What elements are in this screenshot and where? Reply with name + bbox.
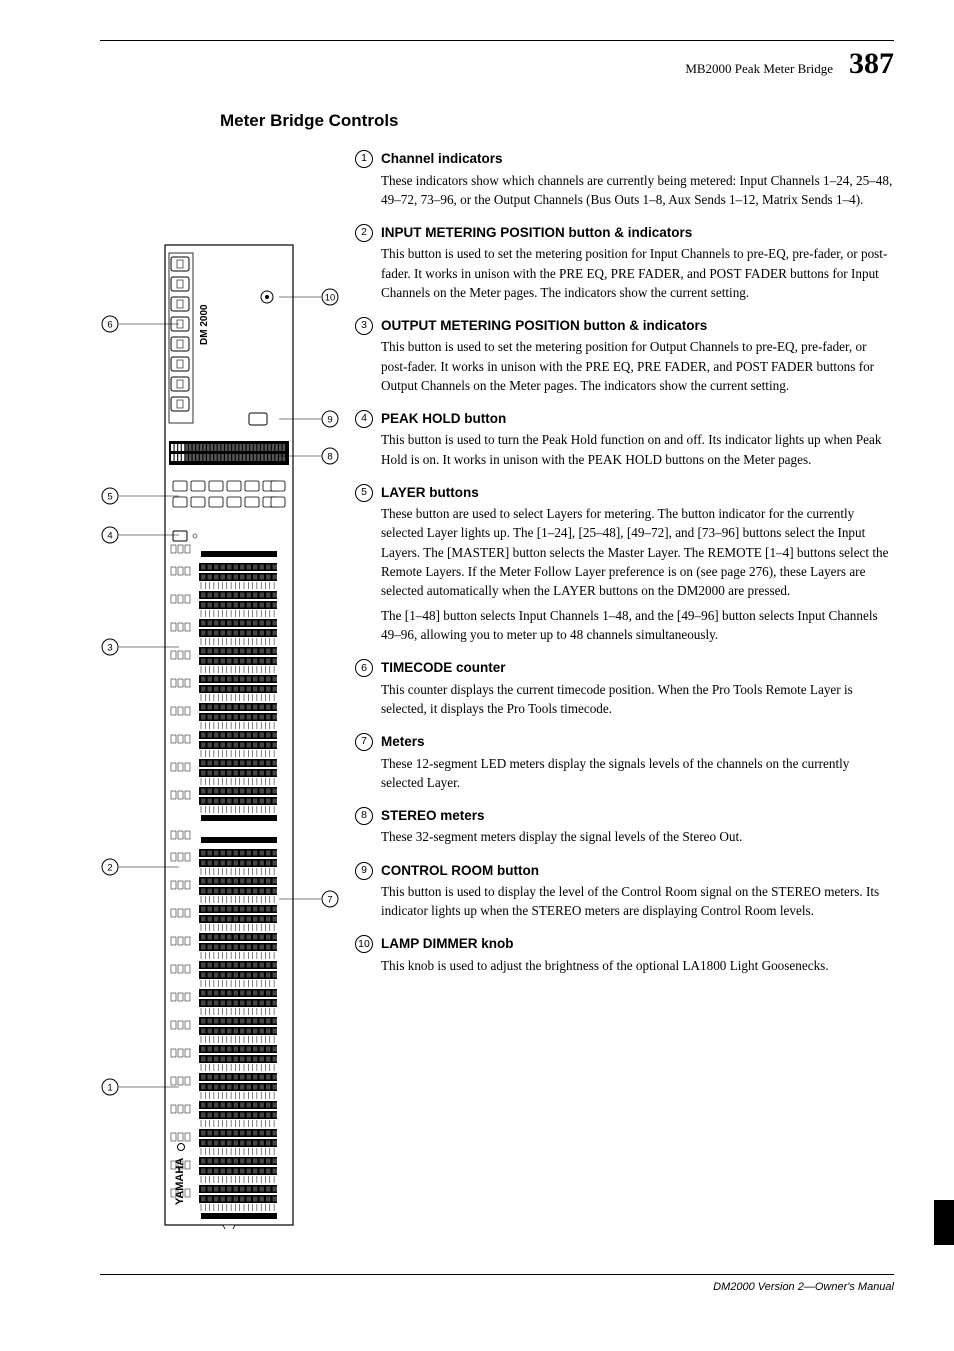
item-body-10: LAMP DIMMER knob This knob is used to adj… bbox=[381, 934, 894, 981]
page-header: MB2000 Peak Meter Bridge 387 bbox=[100, 47, 894, 81]
item-8: 8 STEREO metersThese 32-segment meters di… bbox=[355, 806, 894, 853]
item-title-8: STEREO meters bbox=[381, 806, 894, 826]
item-desc-4-0: This button is used to turn the Peak Hol… bbox=[381, 430, 894, 468]
item-title-1: Channel indicators bbox=[381, 149, 894, 169]
item-title-6: TIMECODE counter bbox=[381, 658, 894, 678]
item-desc-2-0: This button is used to set the metering … bbox=[381, 244, 894, 301]
item-desc-5-1: The [1–48] button selects Input Channels… bbox=[381, 606, 894, 644]
item-desc-10-0: This knob is used to adjust the brightne… bbox=[381, 956, 894, 975]
item-body-9: CONTROL ROOM buttonThis button is used t… bbox=[381, 861, 894, 927]
item-number-7: 7 bbox=[355, 733, 373, 751]
item-body-8: STEREO metersThese 32-segment meters dis… bbox=[381, 806, 894, 853]
item-body-4: PEAK HOLD buttonThis button is used to t… bbox=[381, 409, 894, 475]
item-number-10: 10 bbox=[355, 935, 373, 953]
svg-text:2: 2 bbox=[107, 863, 112, 874]
page-footer: DM2000 Version 2—Owner's Manual bbox=[100, 1274, 894, 1293]
item-number-3: 3 bbox=[355, 317, 373, 335]
item-number-2: 2 bbox=[355, 224, 373, 242]
item-title-9: CONTROL ROOM button bbox=[381, 861, 894, 881]
item-7: 7 MetersThese 12-segment LED meters displ… bbox=[355, 732, 894, 798]
item-desc-8-0: These 32-segment meters display the sign… bbox=[381, 827, 894, 846]
item-number-6: 6 bbox=[355, 659, 373, 677]
item-9: 9 CONTROL ROOM buttonThis button is used … bbox=[355, 861, 894, 927]
header-section-name: MB2000 Peak Meter Bridge bbox=[685, 61, 833, 77]
item-6: 6 TIMECODE counterThis counter displays t… bbox=[355, 658, 894, 724]
item-number-1: 1 bbox=[355, 150, 373, 168]
item-title-3: OUTPUT METERING POSITION button & indica… bbox=[381, 316, 894, 336]
item-number-8: 8 bbox=[355, 807, 373, 825]
svg-text:9: 9 bbox=[327, 415, 332, 426]
svg-text:4: 4 bbox=[107, 531, 112, 542]
item-title-4: PEAK HOLD button bbox=[381, 409, 894, 429]
svg-text:1: 1 bbox=[107, 1083, 112, 1094]
svg-text:10: 10 bbox=[325, 293, 336, 304]
svg-text:6: 6 bbox=[107, 320, 112, 331]
item-body-7: MetersThese 12-segment LED meters displa… bbox=[381, 732, 894, 798]
item-3: 3 OUTPUT METERING POSITION button & indic… bbox=[355, 316, 894, 401]
side-tab-marker bbox=[934, 1200, 954, 1245]
item-desc-9-0: This button is used to display the level… bbox=[381, 882, 894, 920]
item-desc-7-0: These 12-segment LED meters display the … bbox=[381, 754, 894, 792]
description-list: 1 Channel indicatorsThese indicators show… bbox=[355, 149, 894, 1234]
section-title: Meter Bridge Controls bbox=[220, 111, 894, 131]
item-title-7: Meters bbox=[381, 732, 894, 752]
item-4: 4 PEAK HOLD buttonThis button is used to … bbox=[355, 409, 894, 475]
item-number-9: 9 bbox=[355, 862, 373, 880]
header-rule bbox=[100, 40, 894, 41]
svg-text:YAMAHA: YAMAHA bbox=[174, 1158, 186, 1205]
footer-text: DM2000 Version 2—Owner's Manual bbox=[713, 1281, 894, 1293]
item-1: 1 Channel indicatorsThese indicators show… bbox=[355, 149, 894, 215]
item-desc-6-0: This counter displays the current timeco… bbox=[381, 680, 894, 718]
item-10: 10 LAMP DIMMER knob This knob is used to a… bbox=[355, 934, 894, 981]
diagram-column: DM 2000 YAMAHA 1 2 3 4 5 6 7 8 9 10 bbox=[100, 149, 345, 1234]
item-2: 2 INPUT METERING POSITION button & indica… bbox=[355, 223, 894, 308]
item-number-4: 4 bbox=[355, 410, 373, 428]
main-content: DM 2000 YAMAHA 1 2 3 4 5 6 7 8 9 10 1 Channel indica… bbox=[100, 149, 894, 1234]
item-number-5: 5 bbox=[355, 484, 373, 502]
svg-text:5: 5 bbox=[107, 492, 112, 503]
item-desc-3-0: This button is used to set the metering … bbox=[381, 337, 894, 394]
item-title-2: INPUT METERING POSITION button & indicat… bbox=[381, 223, 894, 243]
item-body-2: INPUT METERING POSITION button & indicat… bbox=[381, 223, 894, 308]
item-desc-5-0: These button are used to select Layers f… bbox=[381, 504, 894, 600]
item-body-1: Channel indicatorsThese indicators show … bbox=[381, 149, 894, 215]
svg-text:7: 7 bbox=[327, 895, 332, 906]
meter-bridge-diagram: DM 2000 YAMAHA 1 2 3 4 5 6 7 8 9 10 bbox=[100, 149, 345, 1229]
svg-text:3: 3 bbox=[107, 643, 112, 654]
item-title-5: LAYER buttons bbox=[381, 483, 894, 503]
item-body-6: TIMECODE counterThis counter displays th… bbox=[381, 658, 894, 724]
item-desc-1-0: These indicators show which channels are… bbox=[381, 171, 894, 209]
item-5: 5 LAYER buttonsThese button are used to s… bbox=[355, 483, 894, 651]
svg-text:8: 8 bbox=[327, 452, 332, 463]
page-number: 387 bbox=[849, 47, 894, 81]
item-body-3: OUTPUT METERING POSITION button & indica… bbox=[381, 316, 894, 401]
item-body-5: LAYER buttonsThese button are used to se… bbox=[381, 483, 894, 651]
item-title-10: LAMP DIMMER knob bbox=[381, 934, 894, 954]
svg-text:DM 2000: DM 2000 bbox=[199, 304, 210, 345]
